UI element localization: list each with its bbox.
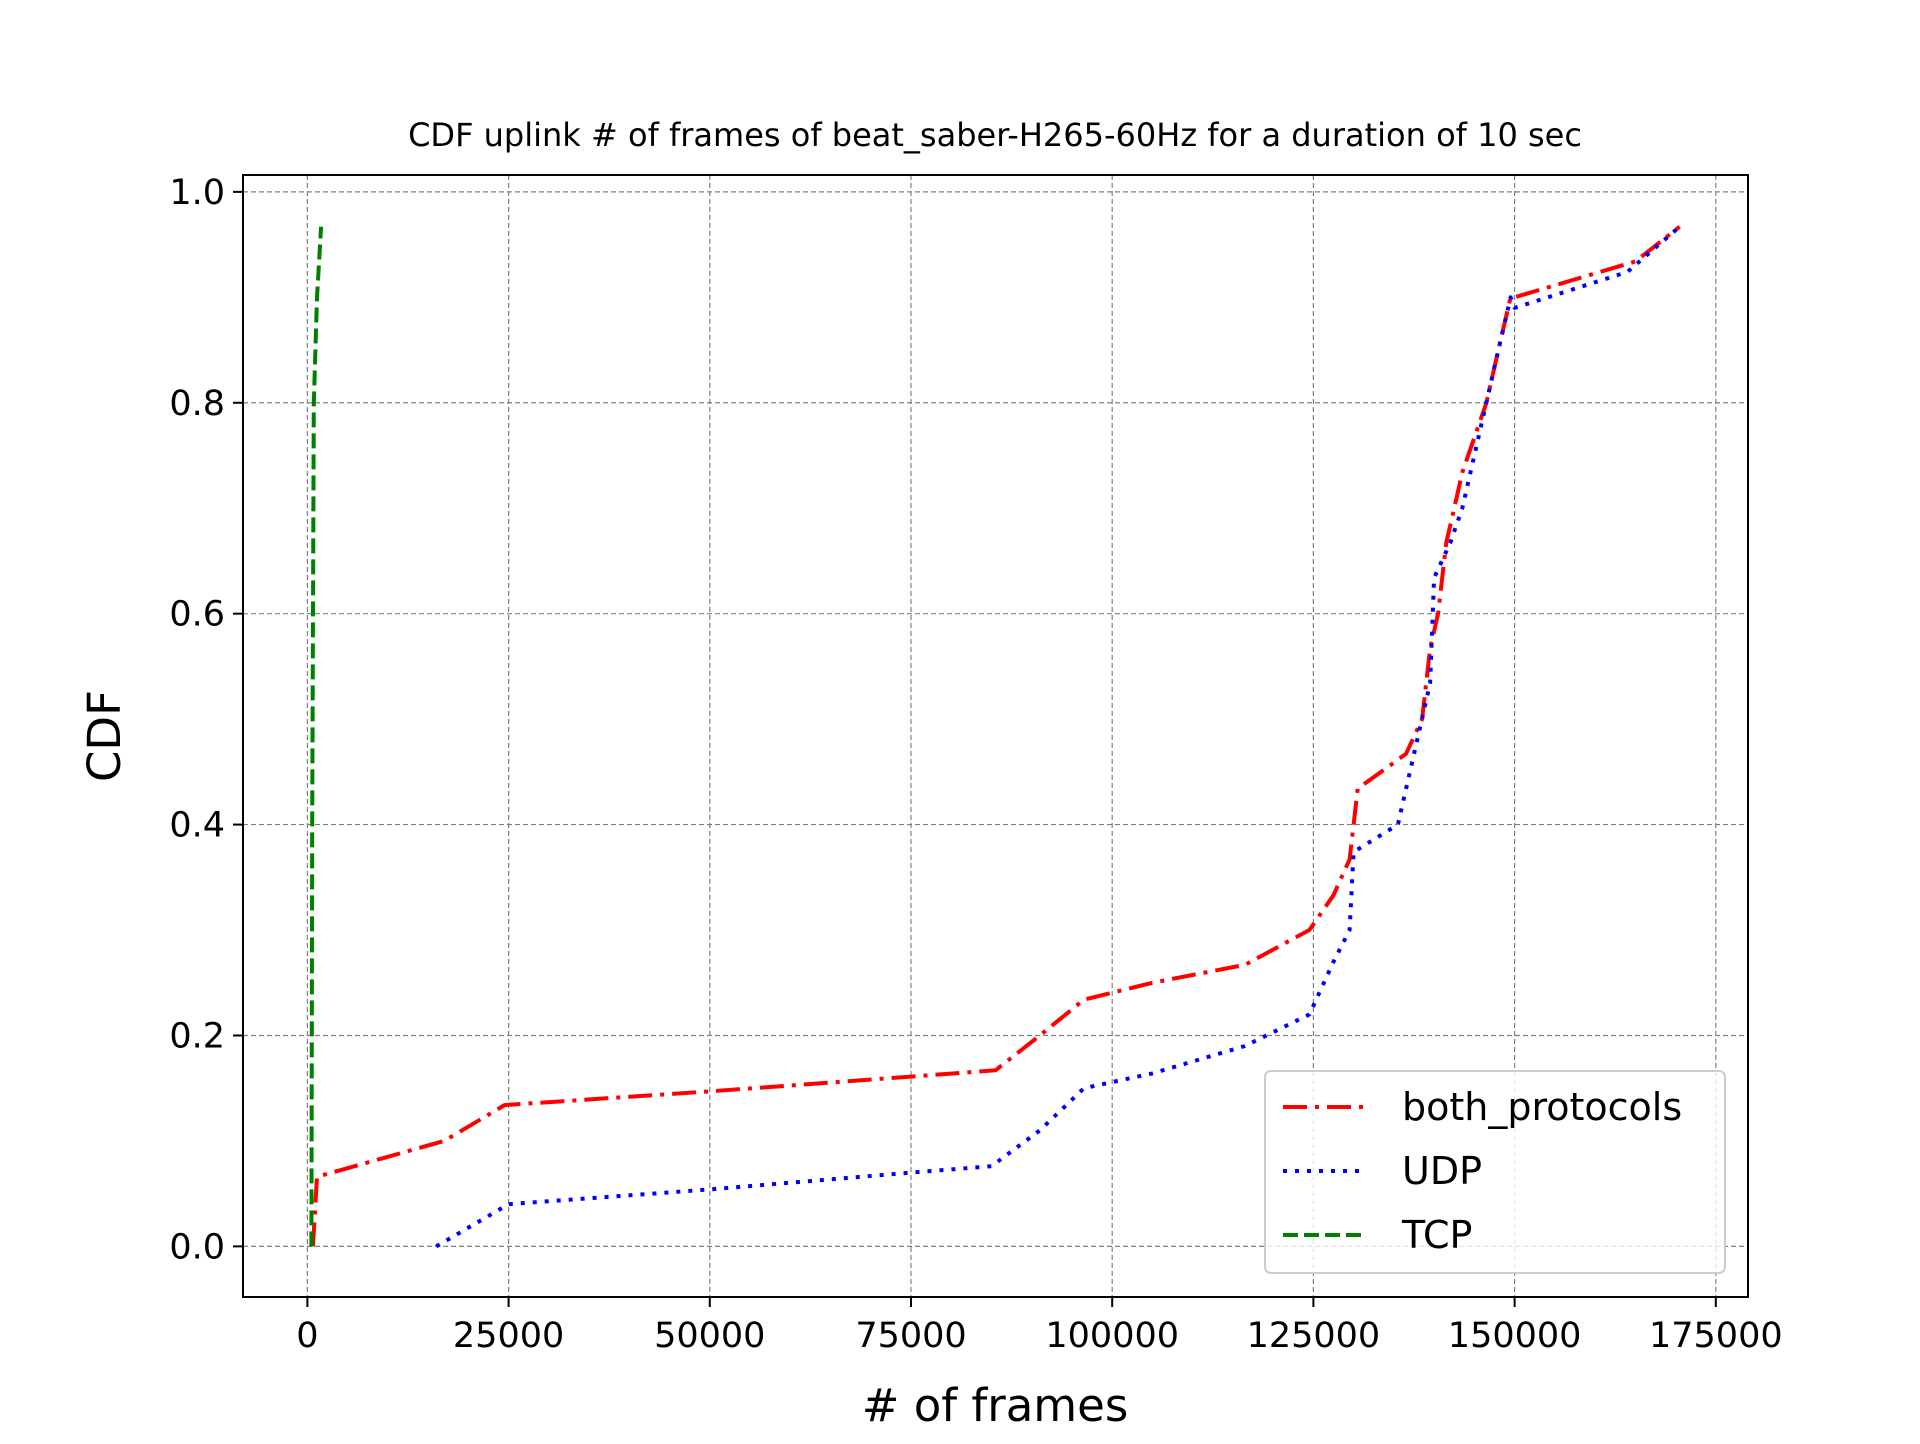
x-tick-label: 125000 — [1247, 1316, 1381, 1356]
y-axis-ticks: 0.0 0.2 0.4 0.6 0.8 1.0 — [169, 173, 243, 1267]
legend-label: TCP — [1401, 1213, 1472, 1257]
legend: both_protocols UDP TCP — [1264, 1070, 1726, 1274]
x-tick-label: 100000 — [1045, 1316, 1179, 1356]
legend-label: both_protocols — [1402, 1085, 1682, 1129]
x-tick-label: 75000 — [855, 1316, 966, 1356]
y-tick-label: 1.0 — [169, 173, 225, 213]
y-tick-label: 0.4 — [169, 806, 225, 846]
legend-label: UDP — [1402, 1149, 1482, 1193]
series-line-udp — [435, 225, 1681, 1249]
y-tick-label: 0.2 — [169, 1016, 225, 1056]
x-tick-label: 50000 — [654, 1316, 765, 1356]
x-axis-ticks: 0 25000 50000 75000 100000 125000 150000 175000 — [296, 1297, 1783, 1356]
plot-frame — [242, 174, 1749, 1298]
gridlines — [243, 175, 1748, 1297]
series-line-both-protocols — [311, 225, 1681, 1247]
x-tick-label: 0 — [296, 1316, 318, 1356]
y-tick-label: 0.0 — [169, 1227, 225, 1267]
series-lines — [309, 225, 1681, 1249]
chart-title: CDF uplink # of frames of beat_saber-H26… — [408, 116, 1582, 154]
y-tick-label: 0.8 — [169, 384, 225, 424]
x-tick-label: 150000 — [1448, 1316, 1582, 1356]
x-axis-label: # of frames — [862, 1379, 1129, 1432]
y-tick-label: 0.6 — [169, 595, 225, 635]
series-line-tcp — [309, 226, 324, 1247]
x-tick-label: 25000 — [453, 1316, 564, 1356]
x-tick-label: 175000 — [1649, 1316, 1783, 1356]
y-axis-label: CDF — [78, 690, 131, 782]
legend-box — [1264, 1070, 1726, 1274]
